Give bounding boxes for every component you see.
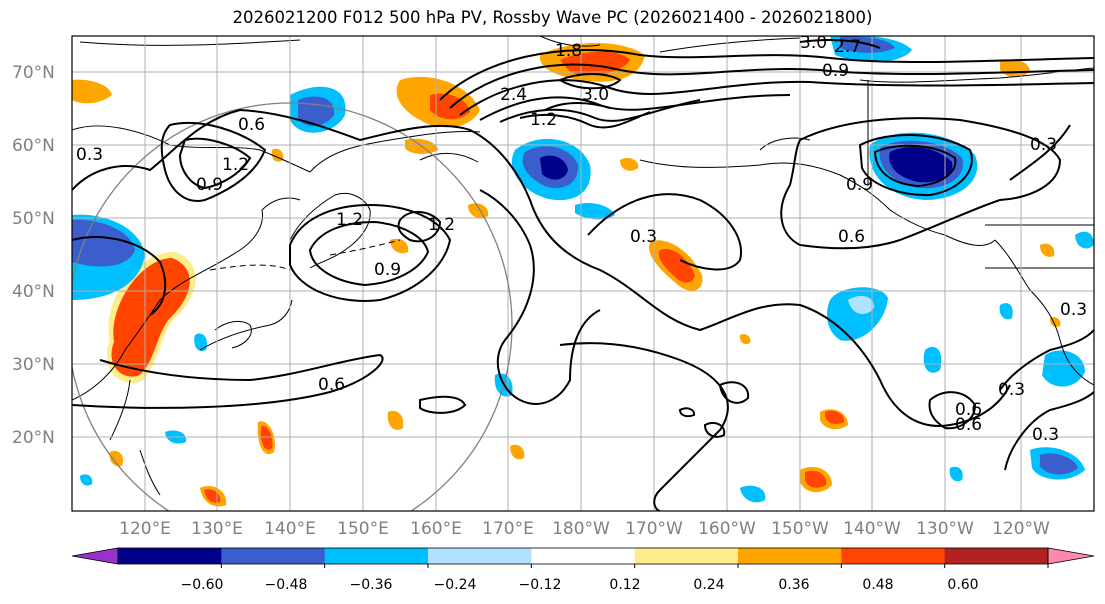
lon-label: 130°E xyxy=(191,519,243,539)
contour-label: 3.0 xyxy=(800,33,827,53)
contour-label: 0.3 xyxy=(1032,425,1059,445)
lon-label: 170°W xyxy=(625,519,683,539)
contour-label: 0.6 xyxy=(955,400,982,420)
colorbar-tick-label: 0.48 xyxy=(862,577,893,593)
lon-label: 140°W xyxy=(843,519,901,539)
lon-label: 160°E xyxy=(410,519,462,539)
lon-label: 170°E xyxy=(482,519,534,539)
colorbar-tick-label: −0.60 xyxy=(181,577,224,593)
lon-label: 150°E xyxy=(337,519,389,539)
colorbar-tick-labels: −0.60 −0.48 −0.36 −0.24 −0.12 0.12 0.24 … xyxy=(181,577,979,593)
contour-label: 1.2 xyxy=(336,210,363,230)
lat-label: 20°N xyxy=(12,428,55,448)
colorbar xyxy=(71,547,1095,568)
colorbar-segment xyxy=(531,548,636,564)
contour-label: 0.9 xyxy=(846,175,873,195)
contour-label: 0.3 xyxy=(1060,300,1087,320)
contour-label: 0.6 xyxy=(318,375,345,395)
contour-label: 0.9 xyxy=(374,260,401,280)
contour-label: 1.2 xyxy=(222,155,249,175)
lon-label: 160°W xyxy=(698,519,756,539)
colorbar-tick-label: 0.24 xyxy=(693,577,724,593)
contour-label: 3.0 xyxy=(582,85,609,105)
colorbar-tick-label: −0.48 xyxy=(265,577,308,593)
lat-label: 30°N xyxy=(12,355,55,375)
lat-label: 70°N xyxy=(12,63,55,83)
colorbar-tick-label: 0.36 xyxy=(778,577,809,593)
contour-labels: 1.8 3.0 2.7 0.9 2.4 3.0 1.2 0.6 1.2 0.9 … xyxy=(76,33,1087,445)
contour-label: 0.3 xyxy=(998,380,1025,400)
contour-label: 0.6 xyxy=(838,227,865,247)
latitude-labels: 70°N 60°N 50°N 40°N 30°N 20°N xyxy=(12,63,55,448)
lat-label: 40°N xyxy=(12,282,55,302)
colorbar-segment xyxy=(221,548,326,564)
pv-contours xyxy=(72,39,1094,511)
contour-label: 0.6 xyxy=(955,415,982,435)
lon-label: 140°E xyxy=(264,519,316,539)
map-background xyxy=(72,36,1094,511)
contour-label: 2.4 xyxy=(500,85,527,105)
contour-label: 0.9 xyxy=(196,175,223,195)
colorbar-segment xyxy=(944,548,1049,564)
lon-label: 120°W xyxy=(992,519,1050,539)
map-title: 2026021200 F012 500 hPa PV, Rossby Wave … xyxy=(232,8,873,27)
contour-label: 0.3 xyxy=(76,145,103,165)
map-frame xyxy=(71,35,1095,512)
pv-anomaly-shading xyxy=(72,36,1094,507)
colorbar-tick-label: −0.24 xyxy=(434,577,477,593)
colorbar-frame xyxy=(117,547,1049,565)
colorbar-tick-label: 0.12 xyxy=(609,577,640,593)
colorbar-extend-high xyxy=(1047,547,1095,565)
dashed-contours xyxy=(209,239,401,271)
contour-label: 0.6 xyxy=(238,115,265,135)
contour-label: 2.7 xyxy=(834,37,861,57)
lon-label: 150°W xyxy=(771,519,829,539)
colorbar-segment xyxy=(841,548,946,564)
lat-label: 60°N xyxy=(12,136,55,156)
colorbar-segment xyxy=(118,548,222,564)
gridlines xyxy=(72,36,1094,511)
contour-label: 1.2 xyxy=(428,215,455,235)
lon-label: 130°W xyxy=(916,519,974,539)
contour-label: 1.8 xyxy=(555,41,582,61)
contour-label: 0.3 xyxy=(630,227,657,247)
lon-label: 120°E xyxy=(119,519,171,539)
colorbar-segment xyxy=(428,548,532,564)
analysis-radius-circle xyxy=(72,102,513,511)
longitude-labels: 120°E 130°E 140°E 150°E 160°E 170°E 180°… xyxy=(119,519,1050,539)
colorbar-segment xyxy=(324,548,429,564)
lon-label: 180°W xyxy=(552,519,610,539)
colorbar-segment xyxy=(634,548,739,564)
contour-label: 0.3 xyxy=(1030,135,1057,155)
contour-label: 0.9 xyxy=(822,61,849,81)
lat-label: 50°N xyxy=(12,209,55,229)
colorbar-segment xyxy=(738,548,842,564)
colorbar-extend-low xyxy=(71,547,119,565)
contour-label: 1.2 xyxy=(530,110,557,130)
colorbar-tick-label: −0.36 xyxy=(350,577,393,593)
colorbar-tick-label: 0.60 xyxy=(947,577,978,593)
colorbar-tick-label: −0.12 xyxy=(519,577,562,593)
